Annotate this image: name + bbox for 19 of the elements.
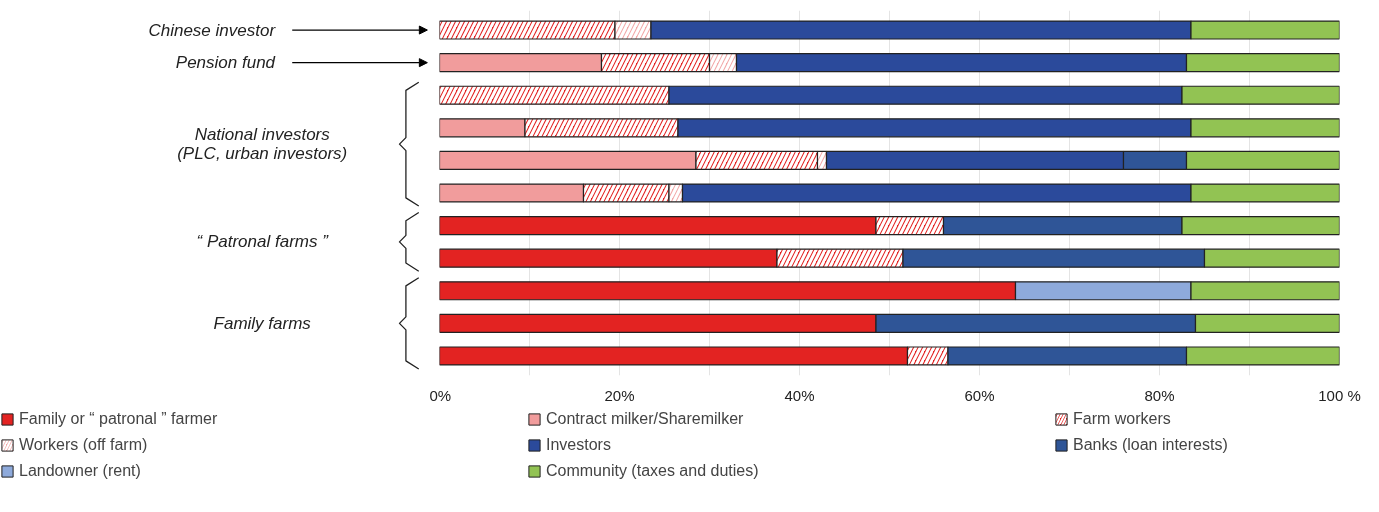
text: National investors (PLC, urban investors) <box>177 124 348 164</box>
legend-label: Community (taxes and duties) <box>546 462 760 480</box>
legend-label: Banks (loan interests) <box>1073 436 1229 454</box>
text: Family farms <box>213 313 312 333</box>
legend-label: Contract milker/Sharemilker <box>546 410 745 428</box>
x-tick-label: 0% <box>429 386 452 404</box>
x-tick-label: 60% <box>964 386 995 404</box>
legend-label: Landowner (rent) <box>19 462 142 480</box>
x-tick-label: 100 % <box>1318 386 1361 404</box>
legend-label: Family or “ patronal ” farmer <box>19 410 219 428</box>
x-tick-label: 40% <box>784 386 815 404</box>
y-tick-label: Pension fund <box>175 53 276 73</box>
legend-label: Farm workers <box>1073 410 1172 428</box>
legend-label: Workers (off farm) <box>19 436 149 454</box>
legend-label: Investors <box>546 436 612 454</box>
x-tick-label: 80% <box>1144 386 1175 404</box>
text: “ Patronal farms ” <box>196 232 330 252</box>
y-tick-label: Chinese investor <box>148 20 277 40</box>
x-tick-label: 20% <box>604 386 635 404</box>
